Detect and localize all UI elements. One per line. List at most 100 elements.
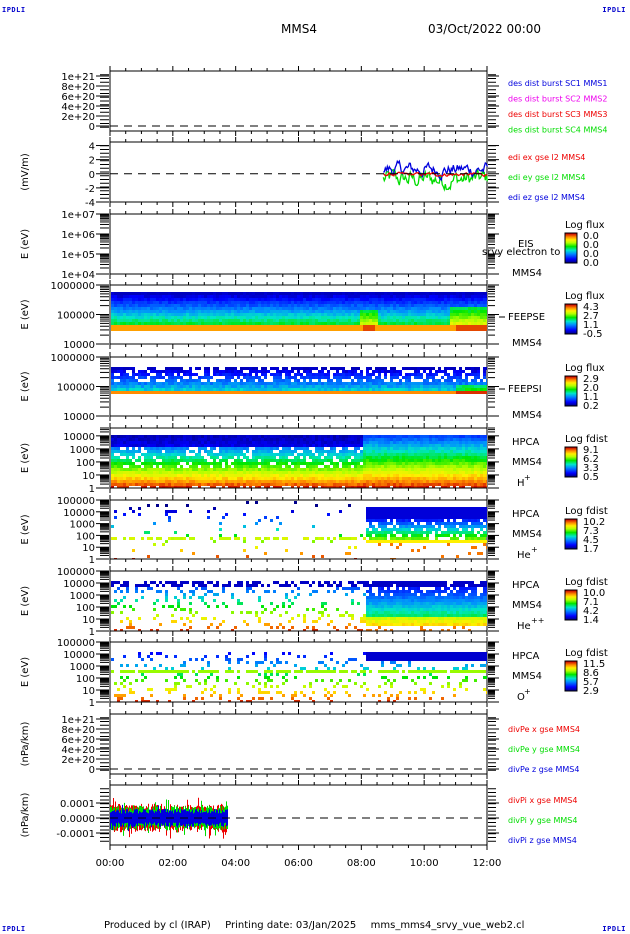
heatmap-cell — [414, 304, 417, 307]
heatmap-cell — [285, 328, 288, 331]
heatmap-cell — [408, 328, 411, 331]
heatmap-cell — [474, 304, 477, 307]
heatmap-cell — [417, 474, 420, 477]
heatmap-cell — [276, 385, 279, 388]
heatmap-cell — [150, 391, 153, 394]
heatmap-cell — [282, 328, 285, 331]
heatmap-cell — [183, 486, 186, 488]
heatmap-cell — [324, 477, 327, 480]
heatmap-cell — [351, 450, 354, 453]
heatmap-cell — [402, 301, 405, 304]
heatmap-cell — [372, 453, 375, 456]
heatmap-cell — [288, 295, 291, 298]
heatmap-cell — [150, 462, 153, 465]
heatmap-cell — [306, 325, 309, 328]
heatmap-cell — [177, 388, 180, 391]
heatmap-cell — [306, 388, 309, 391]
heatmap-cell — [222, 382, 225, 385]
heatmap-cell — [294, 465, 297, 468]
heatmap-cell — [153, 468, 156, 471]
heatmap-cell — [456, 310, 459, 313]
heatmap-cell — [375, 483, 378, 486]
heatmap-cell — [144, 447, 147, 450]
heatmap-cell — [480, 301, 483, 304]
heatmap-cell — [336, 486, 339, 488]
heatmap-cell — [429, 391, 432, 394]
heatmap-cell — [186, 304, 189, 307]
heatmap-cell — [255, 382, 258, 385]
heatmap-cell — [315, 307, 318, 310]
heatmap-cell — [351, 453, 354, 456]
heatmap-cell — [342, 450, 345, 453]
heatmap-cell — [366, 319, 369, 322]
heatmap-cell — [465, 319, 468, 322]
heatmap-cell — [405, 301, 408, 304]
heatmap-cell — [438, 379, 441, 382]
heatmap-cell — [135, 477, 138, 480]
heatmap-cell — [207, 462, 210, 465]
heatmap-cell — [303, 367, 306, 370]
heatmap-cell — [273, 388, 276, 391]
heatmap-cell — [210, 322, 213, 325]
heatmap-cell — [231, 373, 234, 376]
heatmap-cell — [297, 310, 300, 313]
heatmap-cell — [195, 313, 198, 316]
heatmap-cell — [459, 385, 462, 388]
heatmap-cell — [306, 462, 309, 465]
heatmap-cell — [456, 385, 459, 388]
heatmap-cell — [213, 301, 216, 304]
heatmap-cell — [345, 480, 348, 483]
heatmap-cell — [483, 385, 486, 388]
heatmap-cell — [198, 486, 201, 488]
heatmap-cell — [198, 444, 201, 447]
heatmap-cell — [174, 486, 177, 488]
heatmap-cell — [123, 441, 126, 444]
heatmap-cell — [213, 373, 216, 376]
heatmap-cell — [378, 447, 381, 450]
heatmap-cell — [381, 391, 384, 394]
heatmap-cell — [408, 376, 411, 379]
heatmap-cell — [405, 462, 408, 465]
heatmap-cell — [120, 474, 123, 477]
heatmap-cell — [291, 453, 294, 456]
heatmap-cell — [315, 367, 318, 370]
heatmap-cell — [321, 376, 324, 379]
heatmap-cell — [189, 444, 192, 447]
heatmap-cell — [417, 313, 420, 316]
heatmap-cell — [387, 477, 390, 480]
heatmap-cell — [192, 304, 195, 307]
heatmap-cell — [321, 391, 324, 394]
heatmap-cell — [438, 391, 441, 394]
heatmap-cell — [258, 480, 261, 483]
heatmap-cell — [471, 373, 474, 376]
heatmap-cell — [171, 310, 174, 313]
heatmap-cell — [450, 319, 453, 322]
heatmap-cell — [129, 382, 132, 385]
heatmap-cell — [225, 471, 228, 474]
heatmap-cell — [273, 441, 276, 444]
heatmap-cell — [363, 435, 366, 438]
heatmap-cell — [153, 474, 156, 477]
heatmap-cell — [291, 477, 294, 480]
heatmap-cell — [423, 391, 426, 394]
heatmap-cell — [285, 298, 288, 301]
heatmap-cell — [234, 304, 237, 307]
heatmap-cell — [261, 328, 264, 331]
heatmap-cell — [261, 298, 264, 301]
heatmap-cell — [243, 322, 246, 325]
heatmap-cell — [243, 456, 246, 459]
heatmap-cell — [348, 444, 351, 447]
heatmap-cell — [468, 316, 471, 319]
heatmap-cell — [309, 295, 312, 298]
heatmap-cell — [195, 477, 198, 480]
heatmap-cell — [336, 435, 339, 438]
heatmap-cell — [486, 292, 487, 295]
heatmap-cell — [231, 474, 234, 477]
heatmap-cell — [384, 453, 387, 456]
heatmap-cell — [249, 292, 252, 295]
heatmap-cell — [348, 313, 351, 316]
heatmap-cell — [402, 465, 405, 468]
heatmap-cell — [201, 459, 204, 462]
colorbar-step — [565, 241, 577, 243]
heatmap-cell — [309, 456, 312, 459]
